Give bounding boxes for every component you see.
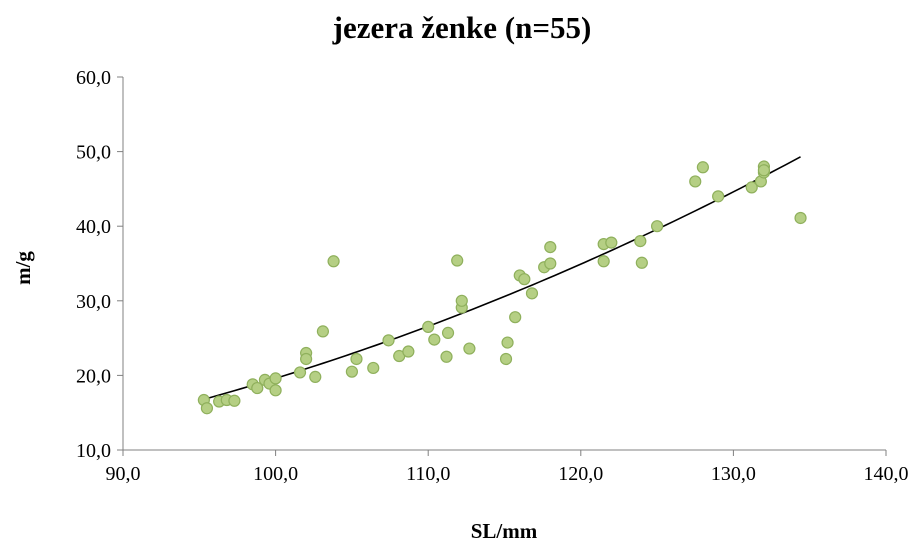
x-tick-label: 90,0 bbox=[106, 463, 141, 485]
y-tick-label: 40,0 bbox=[76, 216, 111, 238]
data-point bbox=[635, 256, 648, 269]
data-point bbox=[463, 342, 476, 355]
data-point bbox=[327, 255, 340, 268]
data-point bbox=[605, 236, 618, 249]
data-point bbox=[345, 365, 358, 378]
data-point bbox=[597, 255, 610, 268]
data-point bbox=[200, 402, 214, 415]
data-point bbox=[509, 311, 522, 324]
data-point bbox=[441, 326, 455, 339]
data-point bbox=[499, 352, 513, 366]
data-point bbox=[269, 372, 282, 385]
chart-title: jezera ženke (n=55) bbox=[332, 10, 592, 45]
data-point bbox=[228, 394, 241, 407]
x-axis-title: SL/mm bbox=[471, 519, 538, 543]
data-point bbox=[518, 273, 531, 286]
y-tick-label: 10,0 bbox=[76, 440, 111, 462]
data-point bbox=[712, 190, 725, 203]
axes bbox=[117, 76, 887, 456]
y-tick-label: 20,0 bbox=[76, 365, 111, 387]
y-tick-label: 60,0 bbox=[76, 67, 111, 89]
data-point bbox=[525, 287, 539, 300]
data-point bbox=[501, 336, 514, 349]
y-tick-label: 50,0 bbox=[76, 142, 111, 164]
data-point bbox=[269, 384, 282, 397]
data-point bbox=[440, 350, 453, 363]
data-point bbox=[422, 320, 435, 334]
data-point bbox=[696, 161, 709, 174]
x-tick-label: 130,0 bbox=[711, 463, 756, 485]
x-tick-label: 140,0 bbox=[864, 463, 909, 485]
data-point bbox=[757, 164, 771, 177]
data-point bbox=[455, 294, 468, 307]
data-point bbox=[544, 257, 557, 270]
x-tick-label: 110,0 bbox=[406, 463, 450, 485]
x-tick-label: 120,0 bbox=[558, 463, 603, 485]
data-point bbox=[367, 361, 380, 375]
data-points bbox=[197, 160, 807, 415]
data-point bbox=[634, 235, 647, 248]
data-point bbox=[350, 352, 363, 366]
data-point bbox=[300, 352, 313, 366]
data-point bbox=[794, 211, 807, 225]
data-point bbox=[544, 240, 557, 254]
data-point bbox=[745, 181, 758, 194]
data-point bbox=[316, 325, 330, 338]
data-point bbox=[309, 370, 322, 383]
data-point bbox=[428, 333, 441, 346]
data-point bbox=[689, 175, 702, 188]
data-point bbox=[402, 345, 415, 358]
data-point bbox=[293, 366, 307, 379]
x-tick-label: 100,0 bbox=[253, 463, 298, 485]
y-axis-title: m/g bbox=[11, 251, 35, 285]
data-point bbox=[251, 381, 264, 395]
data-point bbox=[650, 220, 664, 233]
tick-labels: 10,0 20,0 30,0 40,0 50,0 60,0 90,0 100,0 110,0 12… bbox=[76, 67, 909, 485]
data-point bbox=[382, 334, 395, 347]
y-tick-label: 30,0 bbox=[76, 291, 111, 313]
data-point bbox=[451, 254, 464, 267]
